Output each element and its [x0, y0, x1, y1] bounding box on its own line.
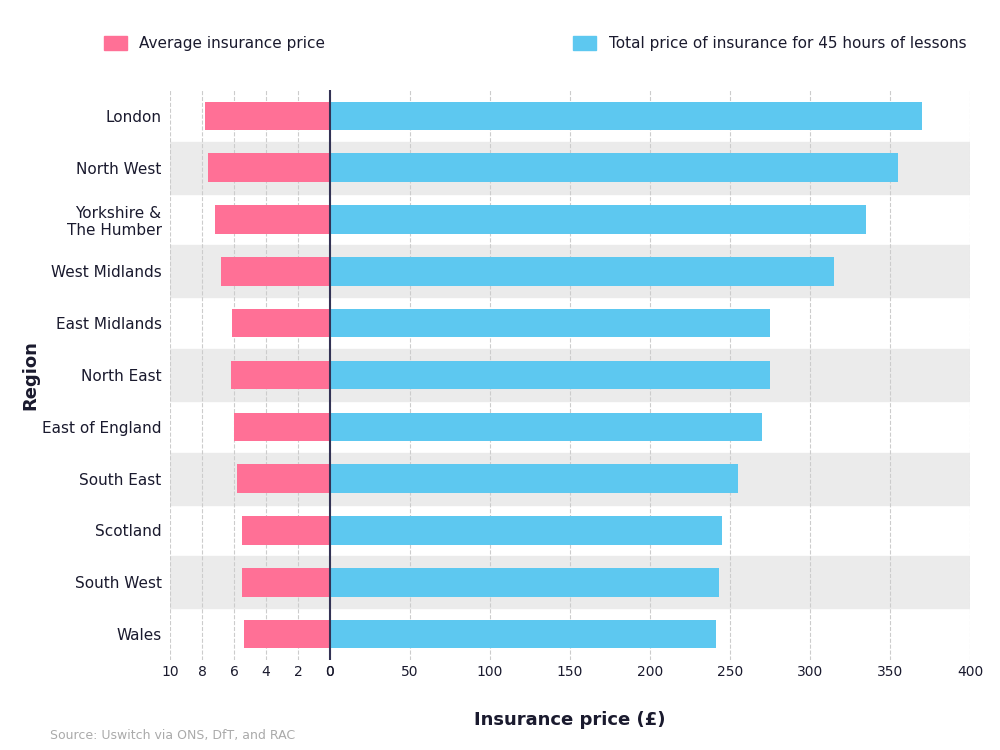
Bar — [242, 568, 330, 596]
Bar — [242, 516, 330, 544]
Text: Insurance price (£): Insurance price (£) — [474, 711, 666, 729]
Bar — [330, 245, 970, 297]
Legend: Total price of insurance for 45 hours of lessons: Total price of insurance for 45 hours of… — [567, 30, 972, 58]
Bar — [330, 142, 970, 194]
Legend: Average insurance price: Average insurance price — [98, 30, 331, 58]
Bar — [330, 309, 770, 338]
Bar — [237, 464, 330, 493]
Bar — [330, 464, 738, 493]
Bar — [330, 556, 970, 608]
Bar — [330, 206, 866, 234]
Bar — [170, 142, 330, 194]
Bar — [330, 154, 898, 182]
Text: Region: Region — [21, 340, 39, 410]
Bar — [215, 206, 330, 234]
Bar — [170, 453, 330, 505]
Bar — [170, 349, 330, 401]
Bar — [234, 413, 330, 441]
Bar — [232, 309, 330, 338]
Bar — [205, 102, 330, 130]
Bar — [330, 453, 970, 505]
Bar — [244, 620, 330, 648]
Bar — [221, 257, 330, 286]
Bar — [330, 349, 970, 401]
Bar — [330, 516, 722, 544]
Bar — [330, 568, 719, 596]
Bar — [170, 245, 330, 297]
Bar — [330, 102, 922, 130]
Bar — [330, 620, 716, 648]
Bar — [330, 413, 762, 441]
Bar — [208, 154, 330, 182]
Bar — [170, 556, 330, 608]
Text: Source: Uswitch via ONS, DfT, and RAC: Source: Uswitch via ONS, DfT, and RAC — [50, 730, 295, 742]
Bar — [231, 361, 330, 389]
Bar — [330, 257, 834, 286]
Bar — [330, 361, 770, 389]
